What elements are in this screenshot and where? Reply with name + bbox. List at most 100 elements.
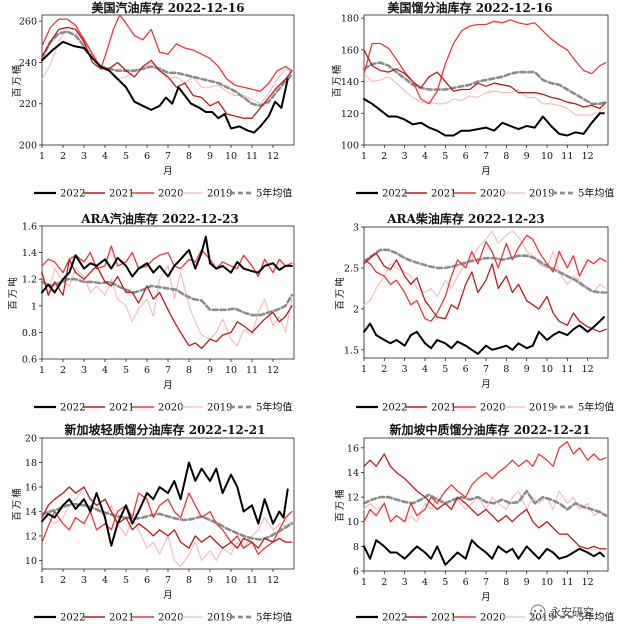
series-line-2022 <box>363 316 605 355</box>
x-tick-label: 1 <box>361 151 367 162</box>
y-tick-label: 1.6 <box>22 222 37 233</box>
series-line-2020 <box>41 14 293 92</box>
x-tick-label: 4 <box>422 151 428 162</box>
x-tick-label: 4 <box>422 577 428 588</box>
x-tick-label: 1 <box>39 575 45 586</box>
watermark: 永安研究 <box>530 604 594 620</box>
chart-legend: 2022 2021 2020 2019 5年均值 <box>356 187 614 200</box>
legend-label: 2020 <box>480 613 505 624</box>
x-tick-label: 11 <box>246 365 258 376</box>
chart-legend: 2022 2021 2020 2019 5年均值 <box>34 611 292 624</box>
y-tick-label: 260 <box>19 17 37 28</box>
x-tick-label: 12 <box>267 151 279 162</box>
legend-label: 2021 <box>109 403 134 414</box>
series-line-2021 <box>41 258 293 350</box>
x-tick-label: 7 <box>483 577 489 588</box>
legend-label: 2021 <box>431 403 456 414</box>
legend-label: 2021 <box>109 613 134 624</box>
x-tick-label: 1 <box>361 577 367 588</box>
legend-label: 5年均值 <box>256 611 292 624</box>
y-tick-label: 6 <box>353 567 359 578</box>
x-tick-label: 11 <box>561 151 573 162</box>
x-tick-label: 12 <box>267 575 279 586</box>
x-axis-label: 月 <box>163 166 173 177</box>
x-tick-label: 5 <box>442 577 448 588</box>
series-line-5年均值 <box>40 277 294 317</box>
x-tick-label: 10 <box>541 577 553 588</box>
series-line-2022 <box>41 461 289 547</box>
y-axis-label: 百万桶 <box>334 487 346 522</box>
x-tick-label: 3 <box>81 575 87 586</box>
y-tick-label: 12 <box>347 493 359 504</box>
y-tick-label: 2 <box>353 304 359 315</box>
x-tick-label: 9 <box>524 151 530 162</box>
legend-label: 5年均值 <box>578 187 614 200</box>
y-axis-label: 百万吨 <box>334 275 346 310</box>
legend-label: 2020 <box>158 613 183 624</box>
legend-label: 2022 <box>382 613 407 624</box>
series-line-2022 <box>363 539 605 566</box>
watermark-text: 永安研究 <box>550 605 594 619</box>
x-tick-label: 2 <box>381 151 387 162</box>
series-line-2020 <box>363 441 607 523</box>
x-axis-label: 月 <box>481 592 491 603</box>
y-tick-label: 240 <box>19 58 37 69</box>
y-axis-label: 百万桶 <box>331 63 343 98</box>
series-line-2020 <box>41 245 293 278</box>
legend-label: 2019 <box>529 403 554 414</box>
wechat-logo-icon <box>530 604 546 620</box>
plot-frame <box>363 437 609 572</box>
x-tick-label: 9 <box>207 365 213 376</box>
x-axis-label: 月 <box>481 379 491 390</box>
series-line-5年均值 <box>40 502 294 541</box>
y-tick-label: 8 <box>353 542 359 553</box>
y-tick-label: 200 <box>19 141 37 152</box>
series-line-2022 <box>41 40 289 134</box>
x-tick-label: 9 <box>207 151 213 162</box>
series-line-2019 <box>41 486 293 568</box>
y-tick-label: 10 <box>25 556 37 567</box>
x-tick-label: 6 <box>144 575 150 586</box>
plot-frame <box>363 226 609 359</box>
chart-title: 新加坡中质馏分油库存 2022-12-21 <box>390 422 591 437</box>
chart-title: ARA汽油库存 2022-12-23 <box>80 211 239 226</box>
legend-label: 2020 <box>480 403 505 414</box>
series-line-2021 <box>363 49 607 110</box>
legend-label: 2022 <box>382 403 407 414</box>
y-tick-label: 16 <box>347 443 359 454</box>
legend-label: 2021 <box>431 613 456 624</box>
x-tick-label: 5 <box>123 575 129 586</box>
y-tick-label: 100 <box>341 141 359 152</box>
legend-label: 2022 <box>60 403 85 414</box>
y-tick-label: 120 <box>341 109 359 120</box>
x-tick-label: 2 <box>381 364 387 375</box>
series-line-5年均值 <box>362 248 608 294</box>
legend-label: 2020 <box>158 403 183 414</box>
x-tick-label: 5 <box>123 151 129 162</box>
chart-panel-3: ARA汽油库存 2022-12-230.60.811.21.41.61 2 3 4 5 6… <box>7 211 295 414</box>
x-tick-label: 7 <box>483 364 489 375</box>
series-line-5年均值 <box>40 30 294 108</box>
y-tick-label: 14 <box>347 468 359 479</box>
x-tick-label: 5 <box>442 151 448 162</box>
series-line-2021 <box>41 26 293 119</box>
x-tick-label: 1 <box>361 364 367 375</box>
x-axis-label: 月 <box>481 166 491 177</box>
wechat-logo-dot <box>533 609 537 613</box>
legend-label: 2020 <box>480 189 505 200</box>
y-tick-label: 1.5 <box>344 345 359 356</box>
y-tick-label: 140 <box>341 77 359 88</box>
y-tick-label: 0.6 <box>22 355 37 366</box>
chart-title: ARA柴油库存 2022-12-23 <box>386 211 545 226</box>
x-tick-label: 4 <box>422 364 428 375</box>
legend-label: 2019 <box>529 189 554 200</box>
chart-legend: 2022 2021 2020 2019 5年均值 <box>34 401 292 414</box>
legend-label: 2020 <box>158 189 183 200</box>
series-line-2020 <box>363 234 607 322</box>
x-tick-label: 2 <box>60 151 66 162</box>
y-tick-label: 16 <box>25 482 37 493</box>
x-tick-label: 4 <box>102 365 108 376</box>
x-tick-label: 11 <box>246 151 258 162</box>
